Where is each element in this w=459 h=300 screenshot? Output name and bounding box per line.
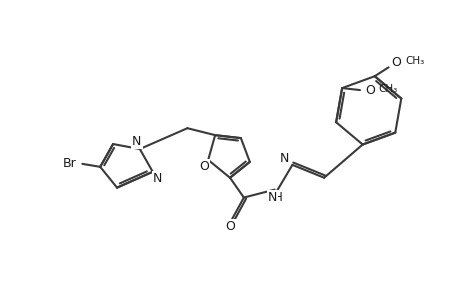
Text: CH₃: CH₃: [404, 56, 424, 66]
Text: O: O: [364, 84, 374, 97]
Text: Br: Br: [62, 158, 76, 170]
Text: N: N: [279, 152, 289, 165]
Text: O: O: [224, 220, 235, 233]
Text: O: O: [199, 160, 209, 173]
Text: N: N: [132, 135, 141, 148]
Text: CH₃: CH₃: [378, 84, 397, 94]
Text: O: O: [391, 56, 401, 69]
Text: N: N: [153, 172, 162, 185]
Text: N: N: [267, 191, 277, 204]
Text: H: H: [274, 191, 282, 204]
